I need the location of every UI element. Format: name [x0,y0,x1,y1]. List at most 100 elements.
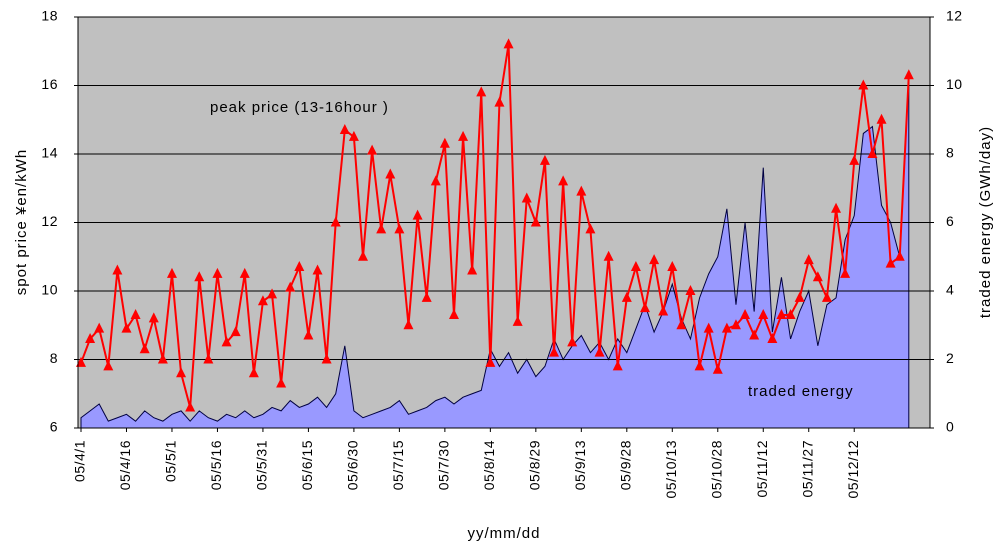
marker [248,367,259,378]
marker [621,291,632,302]
marker [885,257,896,268]
marker [676,319,687,330]
marker [148,312,159,323]
marker [476,86,487,97]
marker [603,250,614,261]
marker [821,291,832,302]
marker [840,267,851,278]
marker [812,271,823,282]
y2-tick-label: 10 [946,76,963,92]
y2-tick-label: 0 [946,419,954,435]
x-tick-label: 05/5/16 [208,440,224,490]
marker [285,281,296,292]
y-tick-label: 10 [41,282,58,298]
y-tick-label: 16 [41,76,58,92]
marker [467,264,478,275]
y2-tick-label: 2 [946,350,954,366]
marker [185,401,196,412]
series-annotation: peak price (13-16hour ) [210,99,389,116]
marker [330,216,341,227]
y-axis-label: spot price ¥en/kWh [13,149,30,295]
y-tick-label: 8 [50,350,58,366]
marker [585,223,596,234]
x-tick-label: 05/9/28 [618,440,634,490]
x-tick-label: 05/12/12 [845,440,861,499]
y-tick-label: 6 [50,419,58,435]
x-tick-label: 05/7/15 [390,440,406,490]
x-tick-label: 05/6/30 [345,440,361,490]
y2-tick-label: 8 [946,145,954,161]
marker [667,261,678,272]
x-tick-label: 05/4/1 [72,440,88,482]
marker [576,185,587,196]
line [80,44,910,408]
marker [385,168,396,179]
marker [894,250,905,261]
marker [549,346,560,357]
marker [421,291,432,302]
x-tick-label: 05/8/29 [527,440,543,490]
marker [394,223,405,234]
y2-tick-label: 12 [946,8,963,24]
marker [176,367,187,378]
marker [730,319,741,330]
marker [194,271,205,282]
marker [767,332,778,343]
marker [521,192,532,203]
marker [749,329,760,340]
x-tick-label: 05/8/14 [481,440,497,490]
marker [849,154,860,165]
x-tick-label: 05/11/27 [799,440,815,497]
marker [203,353,214,364]
marker [594,346,605,357]
marker [412,209,423,220]
marker [712,363,723,374]
x-tick-label: 05/11/12 [754,440,770,497]
marker [358,250,368,261]
marker [867,148,878,158]
marker [230,326,241,337]
y-tick-label: 14 [41,145,58,161]
marker [239,267,250,278]
marker [403,319,414,330]
marker [221,336,232,347]
x-tick-label: 05/5/1 [163,440,179,482]
marker [721,322,732,333]
y2-tick-label: 6 [946,213,954,229]
marker [903,69,914,80]
marker [640,302,650,313]
marker [803,254,814,265]
marker [139,343,150,354]
marker [785,308,796,319]
marker [512,315,523,326]
marker [166,267,177,278]
marker [312,264,323,275]
y2-tick-label: 4 [946,282,954,298]
marker [257,295,268,306]
marker [703,322,714,333]
x-axis-label: yy/mm/dd [467,525,540,542]
marker [558,175,569,186]
marker [367,144,378,155]
marker [294,261,305,272]
marker [831,202,842,213]
x-tick-label: 05/6/15 [299,440,315,490]
marker [130,308,141,319]
marker [339,124,350,135]
marker [157,353,168,364]
marker [303,329,314,340]
y2-axis-label: traded energy (GWh/day) [977,126,994,318]
x-tick-label: 05/10/28 [708,440,724,499]
marker [494,96,505,107]
marker [776,308,787,319]
marker [439,137,450,148]
marker [694,360,705,371]
marker [267,288,278,299]
marker [503,38,514,49]
marker [276,377,287,388]
marker [612,360,623,371]
y-tick-label: 18 [41,8,58,24]
x-tick-label: 05/10/13 [663,440,679,499]
marker [430,175,441,186]
